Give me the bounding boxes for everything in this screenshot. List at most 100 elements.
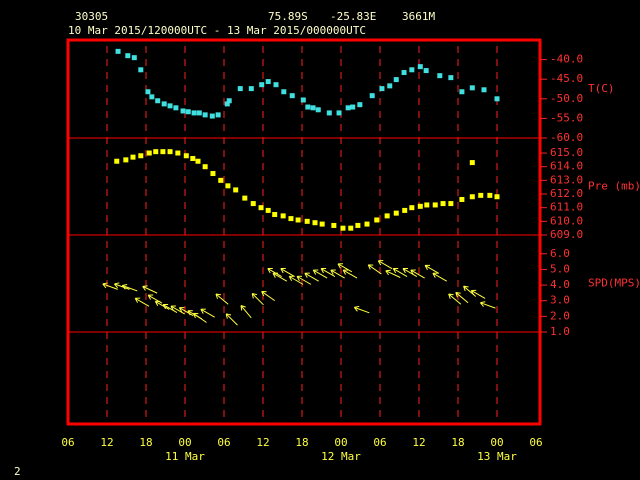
point bbox=[155, 98, 161, 104]
point bbox=[459, 89, 465, 95]
wind-arrow bbox=[385, 269, 401, 278]
x-tick-label: 18 bbox=[451, 436, 464, 449]
point bbox=[202, 112, 208, 118]
point bbox=[248, 86, 254, 92]
y-tick-label: -50.0 bbox=[550, 92, 583, 105]
point bbox=[161, 101, 167, 107]
wind-arrow bbox=[240, 305, 252, 319]
page-number: 2 bbox=[14, 465, 21, 478]
point bbox=[494, 194, 500, 200]
point bbox=[273, 82, 279, 88]
wind-arrow bbox=[102, 282, 118, 290]
elevation: 3661M bbox=[402, 10, 435, 23]
point bbox=[153, 149, 159, 155]
y-tick-label: 609.0 bbox=[550, 228, 583, 241]
point bbox=[310, 105, 316, 111]
point bbox=[226, 98, 232, 104]
y-tick-label: 4.0 bbox=[550, 278, 570, 291]
point bbox=[374, 217, 380, 223]
point bbox=[123, 157, 129, 163]
point bbox=[469, 160, 475, 166]
point bbox=[259, 82, 265, 88]
point bbox=[481, 87, 487, 93]
point bbox=[319, 221, 325, 227]
y-tick-label: 6.0 bbox=[550, 247, 570, 260]
point bbox=[409, 67, 415, 73]
x-tick-label: 12 bbox=[100, 436, 113, 449]
axis-label: Pre (mb) bbox=[588, 180, 640, 193]
point bbox=[300, 97, 306, 103]
wind-arrow bbox=[448, 293, 462, 305]
point bbox=[336, 110, 342, 116]
station-id: 30305 bbox=[75, 10, 108, 23]
point bbox=[146, 150, 152, 156]
point bbox=[258, 205, 264, 211]
y-tick-label: -40.0 bbox=[550, 53, 583, 66]
y-tick-label: 611.0 bbox=[550, 201, 583, 214]
point bbox=[393, 210, 399, 216]
point bbox=[167, 103, 173, 109]
wind-arrow bbox=[392, 267, 408, 277]
point bbox=[348, 225, 354, 231]
point bbox=[265, 207, 271, 213]
wind-arrow bbox=[479, 301, 496, 309]
point bbox=[459, 196, 465, 202]
wind-arrow bbox=[402, 267, 418, 277]
point bbox=[384, 213, 390, 219]
y-tick-label: 614.0 bbox=[550, 160, 583, 173]
point bbox=[440, 201, 446, 207]
point bbox=[369, 93, 375, 99]
wind-arrow bbox=[251, 293, 264, 306]
wind-arrow bbox=[296, 275, 312, 285]
point bbox=[138, 67, 144, 73]
point bbox=[224, 101, 230, 107]
point bbox=[305, 104, 311, 110]
longitude: -25.83E bbox=[330, 10, 376, 23]
point bbox=[478, 192, 484, 198]
point bbox=[185, 109, 191, 115]
point bbox=[114, 158, 120, 164]
wind-arrow bbox=[455, 291, 469, 304]
wind-arrow bbox=[330, 269, 345, 279]
y-tick-label: 610.0 bbox=[550, 214, 583, 227]
point bbox=[289, 93, 295, 99]
wind-arrow bbox=[377, 260, 393, 270]
frame bbox=[66, 38, 542, 426]
x-tick-label: 06 bbox=[61, 436, 74, 449]
point bbox=[130, 154, 136, 160]
y-tick-label: -60.0 bbox=[550, 131, 583, 144]
y-tick-label: 1.0 bbox=[550, 325, 570, 338]
wind-arrow bbox=[121, 284, 138, 292]
y-tick-label: 2.0 bbox=[550, 309, 570, 322]
point bbox=[417, 64, 423, 70]
point bbox=[288, 216, 294, 222]
point bbox=[195, 158, 201, 164]
point bbox=[409, 205, 415, 211]
point bbox=[423, 68, 429, 74]
y-tick-label: 3.0 bbox=[550, 294, 570, 307]
y-tick-label: 612.0 bbox=[550, 187, 583, 200]
wind-arrow bbox=[178, 307, 194, 317]
wind-arrow bbox=[267, 267, 282, 277]
wind-arrow bbox=[280, 267, 295, 277]
point bbox=[180, 108, 186, 114]
wind-arrow bbox=[312, 269, 328, 279]
wind-arrow bbox=[272, 272, 288, 282]
point bbox=[138, 153, 144, 159]
wind-arrow bbox=[320, 267, 336, 277]
point bbox=[364, 221, 370, 227]
point bbox=[281, 89, 287, 95]
point bbox=[131, 55, 137, 61]
point bbox=[469, 194, 475, 200]
point bbox=[196, 110, 202, 116]
point bbox=[183, 153, 189, 159]
point bbox=[402, 207, 408, 213]
point bbox=[160, 149, 166, 155]
wind-arrow bbox=[463, 285, 477, 297]
y-tick-label: -55.0 bbox=[550, 111, 583, 124]
point bbox=[190, 155, 196, 161]
wind-arrow bbox=[432, 272, 447, 282]
wind-arrow bbox=[342, 269, 358, 279]
